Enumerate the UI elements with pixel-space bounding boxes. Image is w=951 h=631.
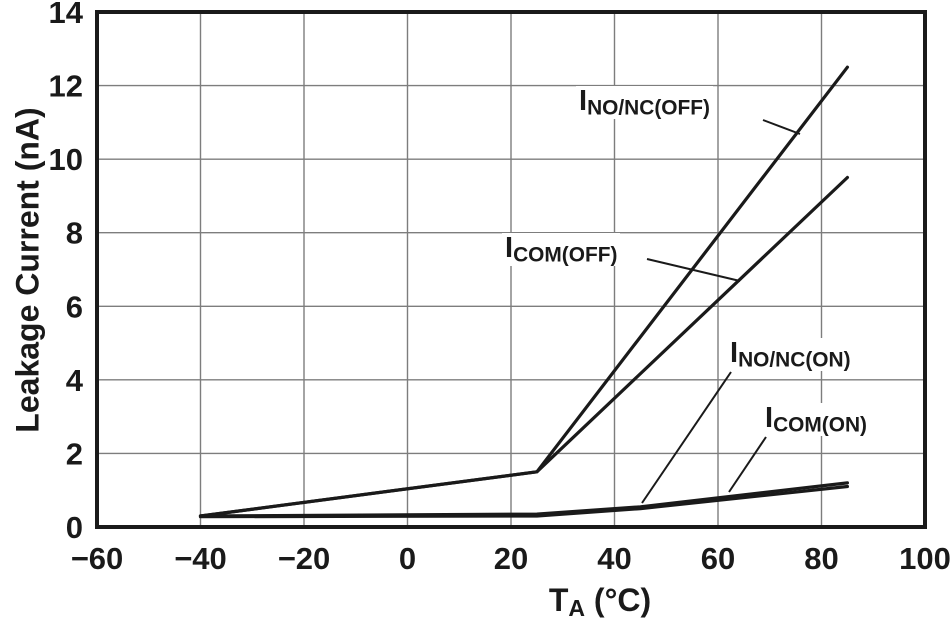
x-tick-label: −40 [174,541,227,576]
x-tick-label: 40 [597,541,631,576]
series-label-symbol: I [579,85,588,117]
series-label-com-off: ICOM(OFF) [502,232,621,267]
series-line-no-nc-off [198,65,850,518]
x-tick-label: 20 [494,541,528,576]
y-tick-label: 6 [66,289,83,324]
series-label-subscript: COM(OFF) [513,243,618,267]
y-axis-title: Leakage Current (nA) [9,107,46,433]
series-line-com-on [198,484,850,519]
x-axis-title: TA (°C) [549,582,651,622]
y-tick-label: 8 [66,216,83,251]
x-axis-title-main: T [548,582,569,618]
plot-border [95,10,927,529]
leader-line-no-nc-on [641,371,732,504]
series-label-symbol: I [765,402,774,434]
series-label-subscript: NO/NC(OFF) [587,96,710,120]
x-tick-label: 0 [399,541,416,576]
y-tick-label: 10 [49,142,83,177]
series-label-no-nc-on: INO/NC(ON) [727,337,854,372]
y-tick-label: 4 [66,363,84,398]
series-label-no-nc-off: INO/NC(OFF) [576,85,713,120]
series-label-com-on: ICOM(ON) [762,402,870,437]
series-line-no-nc-on [198,481,850,518]
y-tick-label: 14 [49,0,84,30]
leader-line-no-nc-off [762,119,801,135]
y-tick-label: 12 [49,69,83,104]
series-label-subscript: NO/NC(ON) [738,348,851,372]
series-label-symbol: I [505,232,514,264]
series-label-subscript: COM(ON) [773,413,867,437]
leader-line-com-off [646,258,741,282]
x-tick-label: −20 [278,541,331,576]
y-tick-label: 2 [66,436,83,471]
x-axis-title-sub: A [568,595,586,622]
x-tick-label: 100 [899,541,951,576]
y-tick-label: 0 [66,510,83,545]
x-axis-title-rest: (°C) [585,582,652,618]
series-line-com-off [198,175,850,518]
series-label-symbol: I [730,337,739,369]
x-tick-label: 80 [804,541,838,576]
x-tick-label: 60 [701,541,735,576]
x-tick-label: −60 [71,541,124,576]
leader-line-com-on [728,436,767,493]
